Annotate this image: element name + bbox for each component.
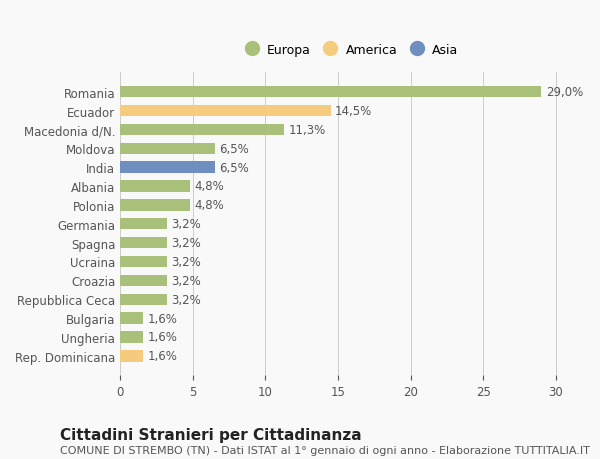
Text: 1,6%: 1,6% — [148, 331, 178, 344]
Bar — [120, 200, 190, 211]
Bar — [120, 331, 143, 343]
Text: 3,2%: 3,2% — [171, 255, 201, 269]
Text: 6,5%: 6,5% — [219, 161, 248, 174]
Bar — [120, 181, 190, 192]
Bar — [120, 237, 167, 249]
Text: 4,8%: 4,8% — [194, 180, 224, 193]
Text: 4,8%: 4,8% — [194, 199, 224, 212]
Text: 3,2%: 3,2% — [171, 293, 201, 306]
Text: COMUNE DI STREMBO (TN) - Dati ISTAT al 1° gennaio di ogni anno - Elaborazione TU: COMUNE DI STREMBO (TN) - Dati ISTAT al 1… — [60, 445, 590, 455]
Bar — [120, 124, 284, 136]
Text: Cittadini Stranieri per Cittadinanza: Cittadini Stranieri per Cittadinanza — [60, 427, 362, 442]
Bar — [120, 256, 167, 268]
Text: 1,6%: 1,6% — [148, 312, 178, 325]
Bar — [120, 350, 143, 362]
Bar — [120, 275, 167, 286]
Bar — [120, 218, 167, 230]
Text: 11,3%: 11,3% — [289, 123, 326, 137]
Text: 3,2%: 3,2% — [171, 236, 201, 250]
Text: 6,5%: 6,5% — [219, 142, 248, 156]
Text: 1,6%: 1,6% — [148, 350, 178, 363]
Text: 3,2%: 3,2% — [171, 274, 201, 287]
Bar — [120, 162, 215, 174]
Bar — [120, 294, 167, 305]
Text: 14,5%: 14,5% — [335, 105, 373, 118]
Bar — [120, 313, 143, 324]
Text: 29,0%: 29,0% — [546, 86, 583, 99]
Legend: Europa, America, Asia: Europa, America, Asia — [243, 40, 462, 61]
Bar — [120, 87, 541, 98]
Bar — [120, 143, 215, 155]
Text: 3,2%: 3,2% — [171, 218, 201, 231]
Bar — [120, 106, 331, 117]
